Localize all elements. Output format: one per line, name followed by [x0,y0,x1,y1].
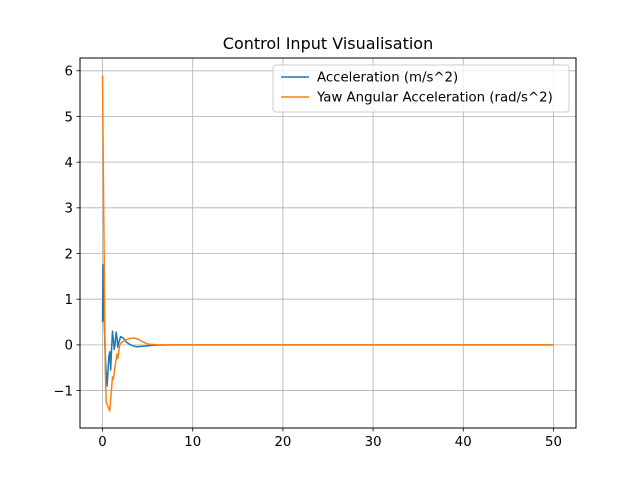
y-tick-label: −1 [53,384,73,399]
plot-frame [79,57,577,429]
legend-label-1: Acceleration (m/s^2) [317,71,458,86]
x-tick-label: 40 [455,435,472,450]
y-tick-label: 1 [65,293,73,308]
y-tick-label: 6 [65,65,73,80]
plot-series [101,75,554,412]
legend: Acceleration (m/s^2) Yaw Angular Accelera… [272,64,570,113]
series-line-2 [101,75,554,412]
x-tick-label: 30 [365,435,382,450]
y-tick-label: 3 [65,202,73,217]
legend-box [272,64,570,113]
y-tick-label: 2 [65,247,73,262]
legend-label-2: Yaw Angular Acceleration (rad/s^2) [316,91,553,106]
x-tick-label: 10 [184,435,201,450]
y-tick-label: 0 [65,339,73,354]
y-tick-label: 4 [65,156,73,171]
x-tick-label: 0 [98,435,106,450]
x-tick-label: 50 [545,435,562,450]
y-tick-label: 5 [65,110,73,125]
chart-title: Control Input Visualisation [223,34,433,53]
axis-ticks: 0 10 20 30 40 50 −1 0 1 2 3 4 5 6 [53,65,562,450]
x-tick-label: 20 [274,435,291,450]
